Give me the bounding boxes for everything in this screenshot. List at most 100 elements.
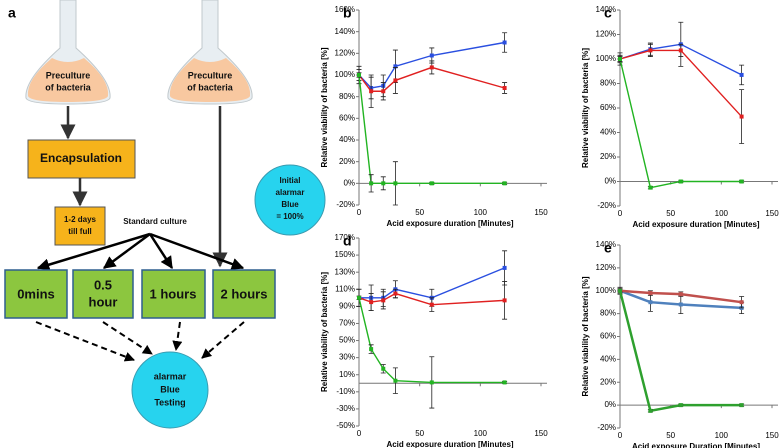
y-tick-label: 40% [339, 135, 355, 144]
x-tick-label: 150 [534, 208, 548, 217]
y-tick-label: 20% [600, 152, 616, 161]
series-line [359, 267, 505, 299]
point [648, 48, 653, 53]
panel-label: a [8, 5, 16, 21]
box-label: 1-2 days [64, 215, 97, 224]
y-tick-label: -20% [336, 200, 355, 209]
point [381, 89, 386, 94]
y-tick-label: -30% [336, 404, 355, 413]
x-tick-label: 50 [415, 429, 424, 438]
y-tick-label: 10% [339, 370, 355, 379]
point [393, 78, 398, 83]
diagram: a Preculture of bacteria Preculture of b… [4, 0, 326, 429]
y-tick-label: 100% [335, 70, 355, 79]
time-label: hour [89, 294, 118, 309]
x-tick-label: 50 [666, 209, 675, 218]
point [648, 408, 653, 413]
point [429, 65, 434, 70]
x-tick-label: 100 [715, 209, 729, 218]
series-line [618, 290, 742, 413]
point [739, 300, 744, 305]
point [393, 378, 398, 383]
point [357, 73, 361, 77]
y-tick-label: -20% [597, 423, 616, 432]
point [648, 300, 653, 305]
y-axis-label: Relative viability of bacteria [%] [320, 47, 329, 167]
panel-label: e [604, 240, 612, 256]
time-label: 0mins [17, 286, 55, 301]
series-line [358, 66, 505, 92]
y-tick-label: 60% [339, 113, 355, 122]
y-tick-label: 70% [339, 319, 355, 328]
point [678, 302, 683, 307]
time-label: 1 hours [150, 286, 197, 301]
flask-label: of bacteria [45, 82, 92, 92]
encapsulation-box [27, 139, 136, 179]
panel-label: c [604, 5, 612, 21]
y-tick-label: 140% [596, 240, 616, 249]
panel-label: b [343, 5, 352, 21]
point [678, 179, 683, 184]
x-tick-label: 50 [666, 431, 675, 440]
x-tick-label: 0 [618, 431, 623, 440]
y-tick-label: 0% [604, 177, 616, 186]
y-tick-label: 140% [335, 27, 355, 36]
series-line [358, 292, 505, 306]
point [369, 89, 374, 94]
y-tick-label: 120% [596, 30, 616, 39]
chart: b -20% 0% 20% 40% 60% 80% 100% 120% 140% 160% 0 50 10… [320, 5, 548, 228]
panel-label: d [343, 233, 352, 249]
y-tick-label: -20% [597, 201, 616, 210]
point [739, 114, 744, 119]
point [429, 380, 434, 385]
y-tick-label: 20% [339, 157, 355, 166]
x-tick-label: 0 [357, 208, 362, 217]
series-line [619, 289, 742, 304]
y-tick-label: 110% [335, 284, 355, 293]
point [648, 291, 653, 296]
y-tick-label: 30% [339, 353, 355, 362]
point [381, 181, 386, 186]
point [678, 403, 683, 408]
chart: e -20% 0% 20% 40% 60% 80% 100% 120% 140% 0 50 100 150… [581, 240, 779, 448]
point [393, 64, 398, 69]
point [502, 40, 507, 45]
y-tick-label: 140% [596, 5, 616, 14]
series-line [619, 49, 743, 118]
y-tick-label: 40% [600, 354, 616, 363]
circle-label: Initial [280, 176, 301, 185]
y-tick-label: 130% [335, 267, 355, 276]
y-tick-label: 80% [600, 309, 616, 318]
point [618, 288, 622, 293]
chart: d -50% -30% -10% 10% 30% 50% 70% 90% 110% 130% 150%… [320, 233, 548, 448]
flask-label: Preculture [46, 70, 91, 80]
x-tick-label: 150 [534, 429, 548, 438]
x-tick-label: 100 [474, 208, 488, 217]
flask-liquid [169, 58, 251, 102]
series-line [358, 41, 505, 89]
y-tick-label: 80% [600, 79, 616, 88]
time-boxes [4, 269, 276, 319]
y-axis-label: Relative viability of bacteria [%] [581, 48, 590, 168]
time-label: 2 hours [221, 286, 268, 301]
point [429, 302, 434, 307]
series-line [619, 289, 742, 310]
y-tick-label: 160% [335, 5, 355, 14]
y-tick-label: 80% [339, 92, 355, 101]
point [502, 298, 507, 303]
y-tick-label: -10% [336, 387, 355, 396]
point [393, 181, 398, 186]
circle-label: alarmar [276, 188, 305, 197]
flask-liquid [27, 58, 109, 102]
y-tick-label: -50% [336, 421, 355, 430]
box-label: till full [68, 227, 92, 236]
arrows [36, 232, 245, 271]
y-axis-label: Relative viability of bacteria [%] [320, 272, 329, 392]
point [429, 53, 434, 58]
y-tick-label: 0% [604, 400, 616, 409]
x-tick-label: 0 [357, 429, 362, 438]
circle-label: alarmar [154, 371, 187, 381]
y-tick-label: 120% [335, 48, 355, 57]
testing-circle [131, 351, 209, 429]
